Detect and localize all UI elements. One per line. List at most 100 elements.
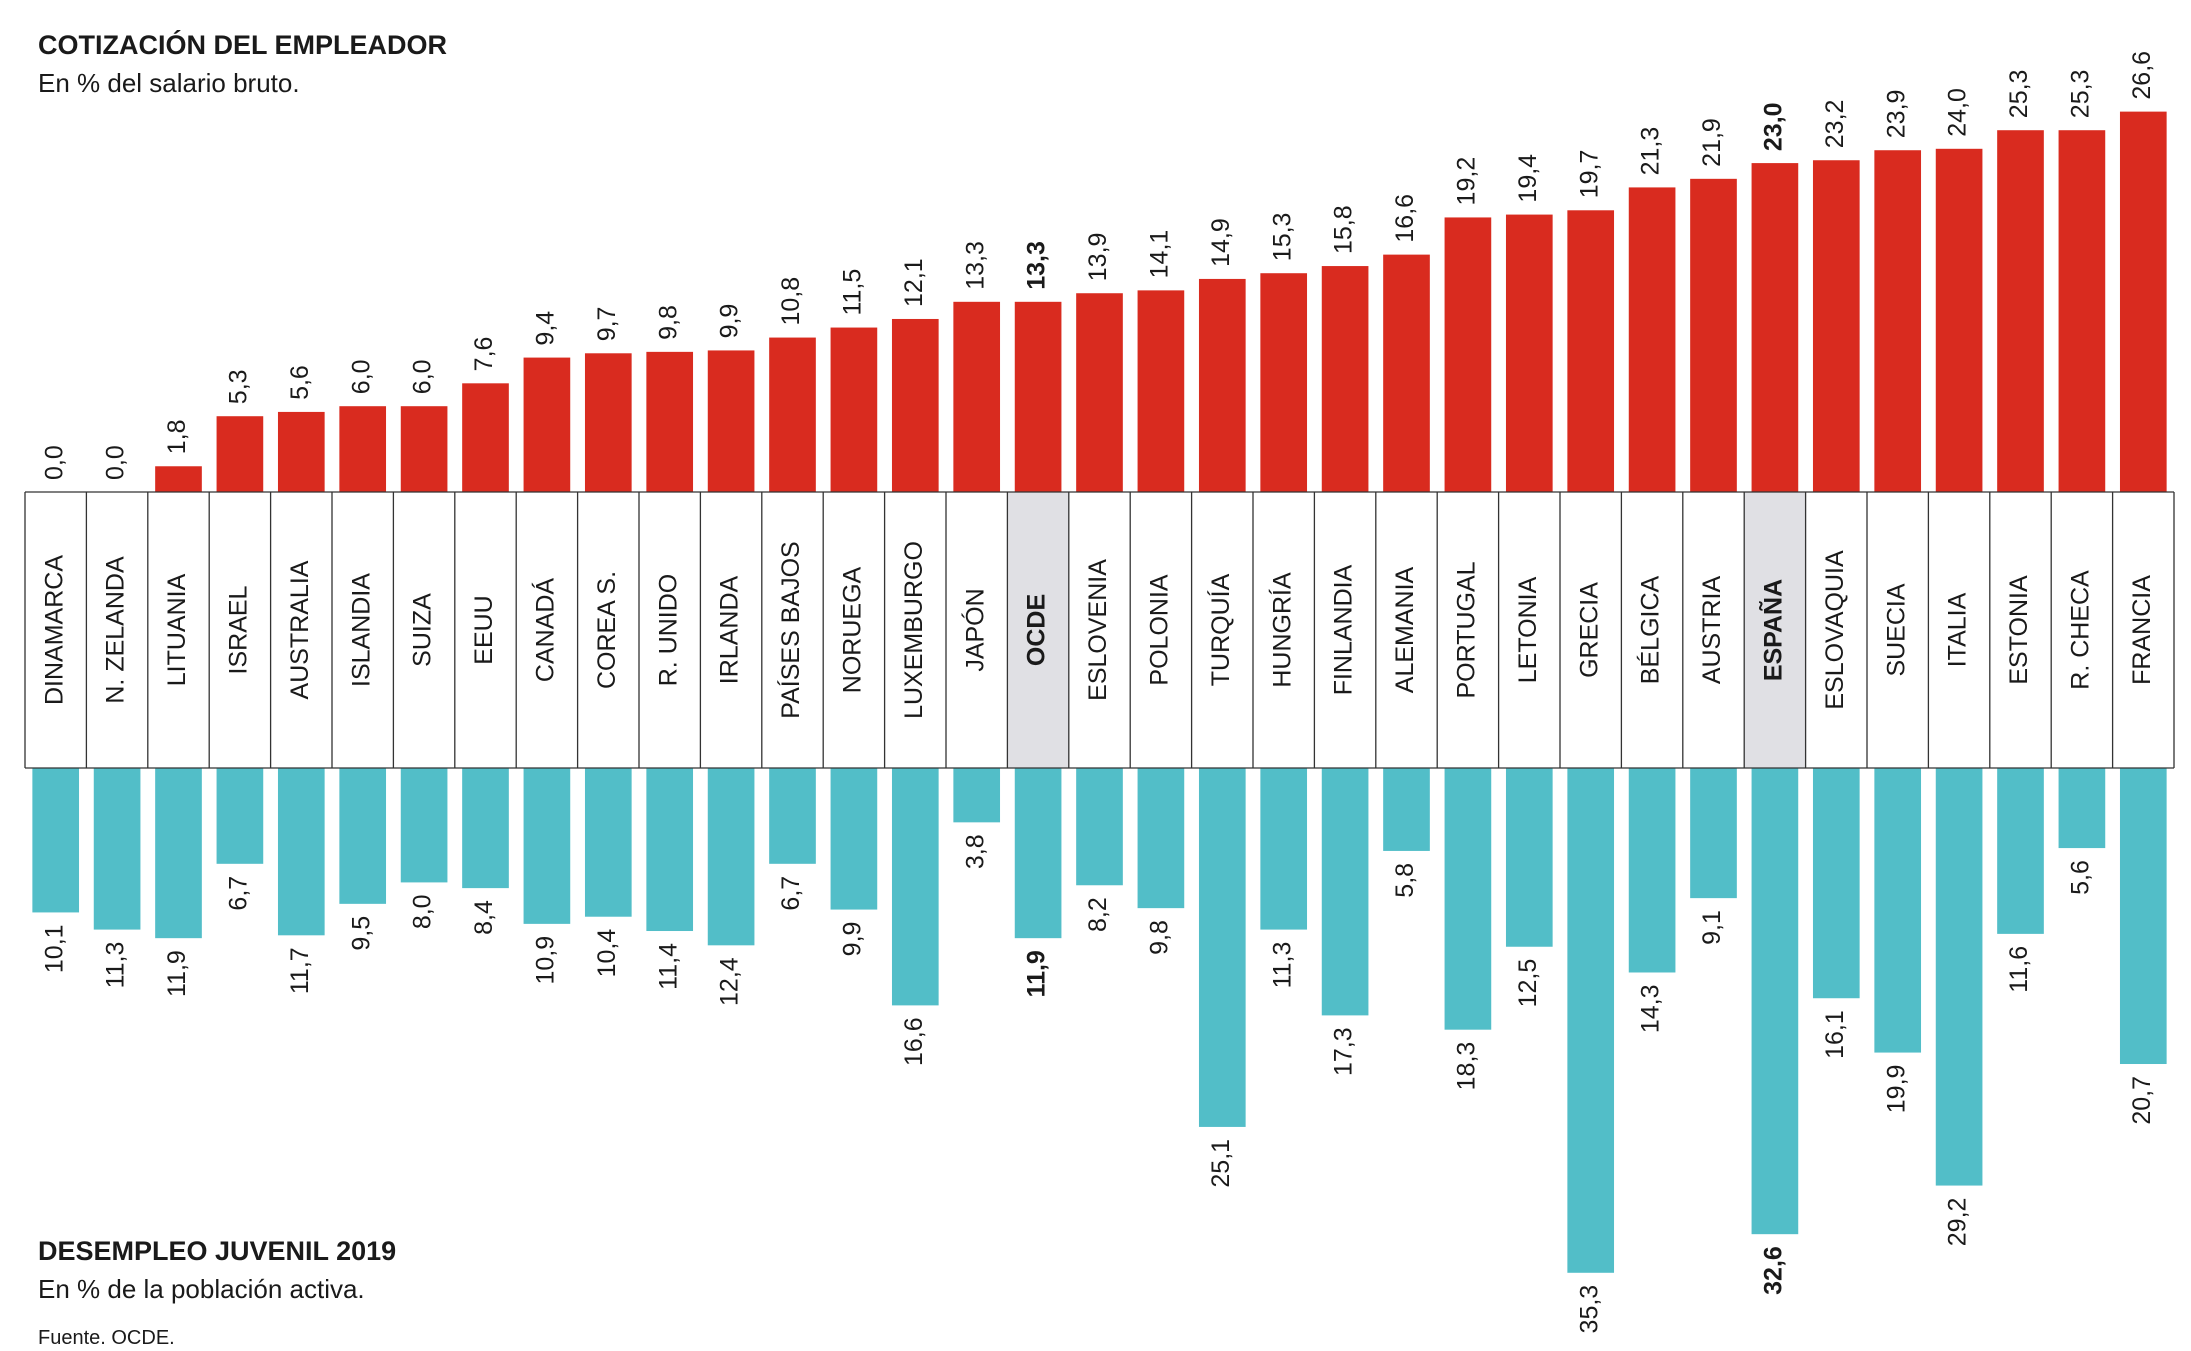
value-label: 5,3	[225, 369, 253, 404]
bar-top	[891, 318, 939, 492]
category-label: ESTONIA	[2005, 575, 2033, 685]
bottom-subtitle: En % de la población activa.	[38, 1274, 365, 1304]
bar-bottom	[1076, 768, 1123, 886]
category-label: ESPAÑA	[1758, 579, 1788, 681]
bar-top	[1690, 178, 1737, 492]
bar-bottom	[1383, 768, 1430, 851]
highlight-cell	[1007, 492, 1069, 768]
bar-top	[953, 301, 1001, 492]
value-label: 12,4	[716, 957, 744, 1006]
bar-top	[277, 411, 325, 492]
bar-top	[1812, 160, 1860, 493]
value-label: 9,1	[1698, 910, 1726, 945]
category-label: ISLANDIA	[347, 573, 375, 687]
value-label: 21,9	[1698, 118, 1726, 167]
bar-bottom	[1014, 768, 1062, 939]
value-label: 11,3	[102, 942, 130, 989]
value-label: 26,6	[2128, 51, 2156, 100]
category-label: ESLOVAQUIA	[1821, 550, 1849, 710]
bar-top	[2058, 130, 2106, 492]
value-label: 9,4	[532, 311, 560, 346]
value-label: 21,3	[1637, 127, 1665, 176]
bar-bottom	[93, 768, 141, 930]
bar-bottom	[584, 768, 632, 917]
value-label: 6,7	[225, 876, 253, 911]
value-label: 25,3	[2005, 70, 2033, 119]
value-label: 11,3	[1268, 942, 1296, 989]
value-label: 19,2	[1453, 157, 1481, 206]
value-label: 14,3	[1637, 984, 1665, 1033]
category-label: FINLANDIA	[1330, 564, 1358, 695]
value-label: 17,3	[1330, 1027, 1358, 1076]
value-label: 10,1	[40, 924, 68, 973]
category-label: LETONIA	[1514, 576, 1542, 683]
bar-top	[1014, 301, 1062, 492]
bar-bottom	[339, 768, 387, 904]
value-label: 1,8	[163, 419, 191, 454]
value-label: 6,0	[409, 359, 437, 394]
bar-top	[1076, 293, 1123, 492]
value-label: 23,0	[1760, 102, 1788, 151]
bar-top	[1751, 163, 1799, 492]
bar-bottom	[953, 768, 1001, 823]
value-label: 11,5	[839, 269, 867, 316]
category-label: SUIZA	[409, 593, 437, 667]
bar-bottom	[1198, 768, 1246, 1127]
bar-top	[1505, 214, 1553, 492]
category-label: R. CHECA	[2067, 570, 2095, 690]
value-label: 7,6	[470, 337, 498, 372]
value-label: 3,8	[961, 834, 989, 869]
highlight-cell	[1744, 492, 1806, 768]
bar-bottom	[523, 768, 571, 924]
bar-top	[646, 351, 694, 492]
bar-top	[769, 337, 816, 492]
value-label: 15,8	[1330, 205, 1358, 254]
category-label: BÉLGICA	[1636, 575, 1665, 684]
bar-top	[707, 350, 755, 492]
bar-bottom	[891, 768, 939, 1006]
bar-bottom	[830, 768, 878, 910]
category-label: TURQUÍA	[1206, 573, 1235, 686]
bar-top	[1628, 187, 1676, 492]
value-label: 11,7	[286, 947, 314, 994]
bar-bottom	[707, 768, 755, 946]
bottom-title: DESEMPLEO JUVENIL 2019	[38, 1236, 396, 1266]
value-label: 15,3	[1268, 213, 1296, 262]
value-label: 14,1	[1146, 230, 1174, 279]
top-title: COTIZACIÓN DEL EMPLEADOR	[38, 29, 447, 60]
value-label: 35,3	[1575, 1285, 1603, 1334]
value-label: 11,9	[1023, 950, 1051, 997]
bar-top	[584, 353, 632, 492]
category-label: LITUANIA	[163, 573, 191, 686]
bar-top	[830, 327, 878, 492]
value-label: 0,0	[102, 445, 130, 480]
bar-top	[339, 406, 387, 492]
category-label: N. ZELANDA	[102, 556, 130, 704]
bar-bottom	[1812, 768, 1860, 999]
value-label: 29,2	[1944, 1198, 1972, 1247]
bar-top	[462, 383, 509, 492]
category-label: SUECIA	[1882, 583, 1910, 676]
value-label: 9,9	[839, 922, 867, 957]
value-label: 5,8	[1391, 863, 1419, 898]
bar-bottom	[32, 768, 80, 913]
bar-bottom	[769, 768, 816, 864]
value-label: 5,6	[2067, 860, 2095, 895]
value-label: 18,3	[1453, 1042, 1481, 1091]
value-label: 13,9	[1084, 233, 1112, 282]
value-label: 9,8	[654, 305, 682, 340]
category-label: FRANCIA	[2128, 575, 2156, 685]
category-label: OCDE	[1023, 594, 1051, 666]
value-label: 23,9	[1882, 90, 1910, 139]
bar-bottom	[277, 768, 325, 936]
bar-bottom	[155, 768, 202, 939]
category-label: NORUEGA	[839, 566, 867, 693]
bar-top	[400, 406, 448, 492]
value-label: 13,3	[961, 241, 989, 290]
category-label: CANADÁ	[531, 578, 560, 683]
bar-bottom	[1935, 768, 1983, 1186]
category-label: R. UNIDO	[654, 574, 682, 687]
value-label: 5,6	[286, 365, 314, 400]
bar-top	[216, 416, 264, 492]
